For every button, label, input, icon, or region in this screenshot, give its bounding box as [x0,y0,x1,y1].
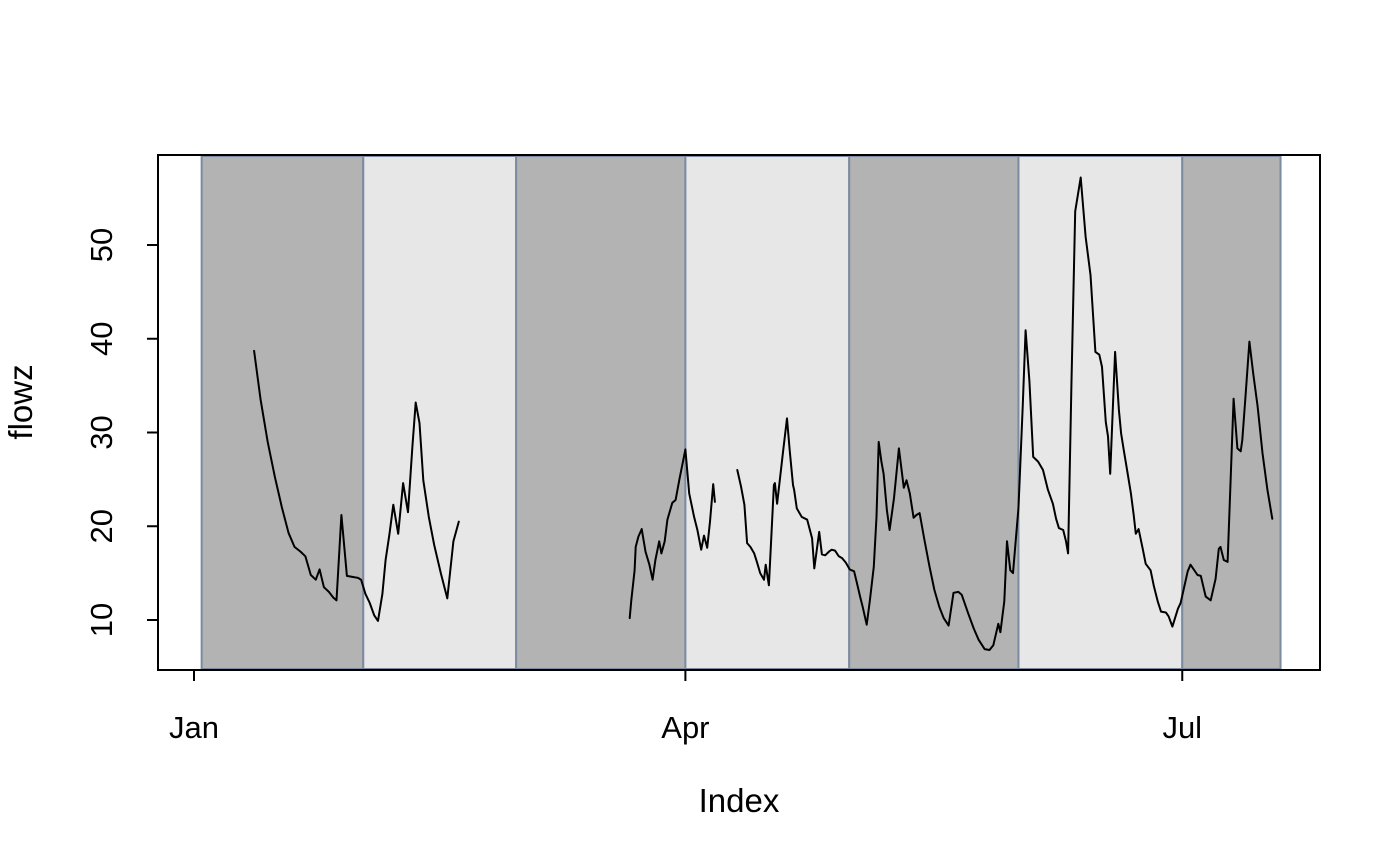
month-shading-layer [200,155,1282,670]
month-shading-band-feb [362,155,518,670]
month-shading-band-apr [684,155,851,670]
y-tick-label: 10 [84,603,119,637]
y-tick-label: 20 [84,509,119,543]
y-tick-label: 50 [84,228,119,262]
month-shading-band-mar [515,155,687,670]
plot-frame [157,154,1321,671]
month-shading-band-jan [200,155,365,670]
y-tick-label: 30 [84,415,119,449]
month-shading-band-jun [1017,155,1184,670]
flowz-line-segment [628,448,716,620]
x-axis-label: Index [699,782,780,819]
x-tick-label: Jul [1162,710,1202,745]
flowz-line-segment [736,176,1274,651]
x-tick-label: Apr [661,710,709,745]
flowz-line-segment [253,349,460,622]
y-axis-label: flowz [2,364,39,439]
month-shading-band-jul [1181,155,1282,670]
series-layer [253,176,1274,651]
y-tick-label: 40 [84,322,119,356]
x-tick-label: Jan [169,710,219,745]
month-shading-band-may [848,155,1020,670]
axis-ticks-layer: Jan Apr Jul 10 20 30 40 50 [84,228,1202,745]
